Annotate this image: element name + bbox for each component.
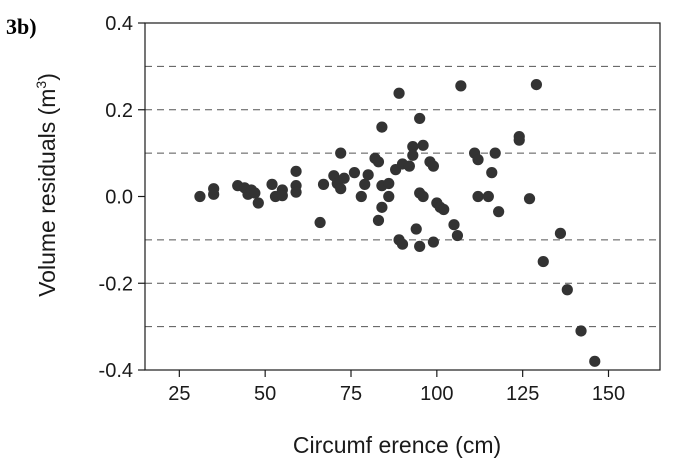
panel-label: 3b) — [6, 14, 37, 39]
y-tick-label: 0.0 — [105, 187, 133, 209]
data-point — [575, 325, 587, 337]
y-axis-title-text: Volume residuals (m — [34, 89, 60, 297]
data-point — [493, 206, 505, 218]
data-point — [355, 190, 367, 203]
x-tick-label: 50 — [254, 383, 276, 405]
data-point — [407, 141, 419, 153]
data-point — [383, 177, 395, 190]
plot-frame — [144, 22, 661, 371]
data-point — [523, 193, 536, 205]
data-point — [290, 165, 302, 177]
data-point — [530, 78, 543, 91]
data-point — [372, 156, 385, 168]
data-point — [417, 190, 429, 203]
gridlines — [145, 65, 660, 328]
data-point — [410, 223, 422, 235]
data-point — [249, 187, 261, 199]
data-point — [537, 255, 549, 268]
data-point — [252, 197, 264, 209]
x-tick-label: 75 — [340, 383, 362, 405]
data-point — [314, 216, 326, 229]
data-point — [396, 238, 409, 250]
data-point — [407, 149, 419, 161]
x-tick-label: 125 — [506, 383, 539, 405]
data-point — [486, 167, 498, 179]
data-point — [417, 139, 429, 151]
data-point — [513, 134, 525, 146]
x-tick-label: 100 — [420, 383, 453, 405]
data-point — [414, 240, 426, 252]
data-point — [335, 183, 347, 195]
data-point — [266, 178, 278, 190]
data-point — [427, 160, 439, 172]
data-point — [383, 190, 395, 203]
y-axis: -0.4 -0.2 0.0 0.2 0.4 — [99, 13, 145, 382]
data-point — [376, 121, 388, 133]
data-point — [403, 160, 415, 172]
data-point — [427, 236, 439, 248]
data-points — [194, 78, 601, 367]
data-point — [335, 147, 347, 159]
data-point — [455, 80, 467, 92]
y-axis-title-superscript: 3 — [33, 81, 49, 89]
data-point — [489, 147, 501, 159]
data-point — [561, 284, 573, 296]
y-tick-label: 0.2 — [105, 100, 133, 122]
y-tick-label: 0.4 — [105, 13, 133, 35]
data-point — [438, 203, 450, 216]
y-axis-title: Volume residuals (m3) — [33, 73, 60, 297]
data-point — [448, 219, 460, 231]
data-point — [208, 183, 220, 195]
data-point — [554, 227, 567, 239]
data-point — [290, 186, 302, 198]
x-tick-label: 150 — [592, 383, 625, 405]
data-point — [482, 190, 494, 203]
data-point — [472, 154, 484, 166]
data-point — [472, 190, 484, 203]
data-point — [451, 229, 464, 242]
data-point — [348, 167, 361, 179]
x-axis-title: Circumf erence (cm) — [293, 432, 501, 458]
x-tick-label: 25 — [168, 383, 190, 405]
data-point — [317, 178, 330, 190]
data-point — [393, 87, 405, 99]
data-point — [338, 172, 350, 184]
data-point — [362, 169, 374, 181]
x-axis: 25 50 75 100 125 150 — [168, 370, 625, 405]
data-point — [276, 190, 288, 202]
y-tick-label: -0.4 — [99, 360, 133, 382]
data-point — [589, 355, 601, 367]
data-point — [376, 201, 388, 213]
y-tick-label: -0.2 — [99, 273, 133, 295]
data-point — [194, 190, 206, 203]
y-axis-title-suffix: ) — [34, 73, 60, 81]
data-point — [359, 178, 371, 190]
data-point — [372, 214, 385, 226]
data-point — [414, 112, 426, 125]
